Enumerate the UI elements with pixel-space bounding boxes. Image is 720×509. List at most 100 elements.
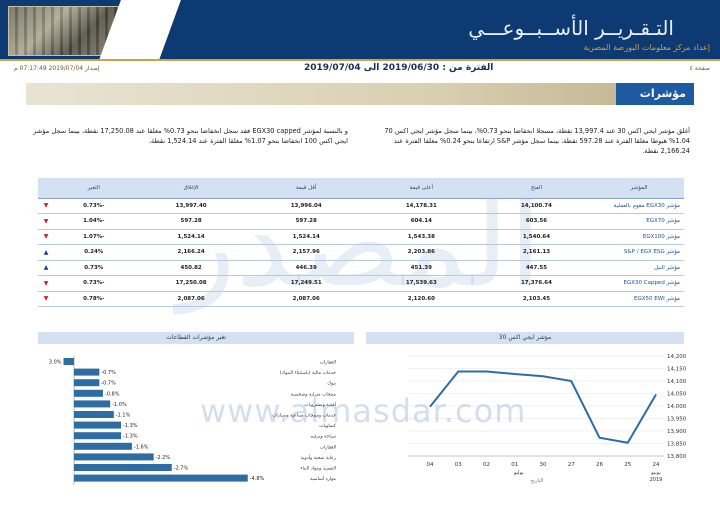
bar-value-label: -1.3% [123,434,138,440]
x-tick-label: 27 [568,462,575,468]
x-tick-label: 02 [483,462,490,468]
high-cell: 17,539.63 [363,275,479,292]
y-tick-label: 14,050 [667,392,687,398]
high-cell: 604.14 [363,213,479,230]
sector-bar [74,400,111,408]
low-cell: 1,524.14 [248,229,364,245]
sector-category-label: سياحة وترفيه [311,435,337,440]
y-tick-label: 13,850 [667,442,687,448]
close-cell: 2,166.24 [133,244,249,261]
x-tick-label: 24 [653,462,660,468]
section-number: 1. [634,109,686,122]
bar-value-label: -0.7% [101,381,116,387]
x-tick-label: 01 [511,462,518,468]
bar-value-label: -1.6% [134,444,149,450]
col-open: الفتح [478,178,594,199]
x-year-label: 2019 [650,477,663,483]
sector-category-label: الغقارات [320,445,336,450]
open-cell: 603.56 [478,213,594,230]
y-tick-label: 14,200 [667,354,687,360]
high-cell: 451.39 [363,260,479,276]
header-rule [0,59,720,61]
sector-bar-chart: 3.0% العقارات -0.7% خدمات مالية (باستثناء ا… [49,356,337,486]
table-row: مؤشر EGX30 Capped 17,376.64 17,539.63 17,24… [38,275,684,292]
bar-chart-panel-title: تغير مؤشرات القطاعات [38,332,354,344]
low-cell: 2,087.06 [248,291,364,307]
sector-category-label: أغذية ومشروبات [304,401,337,408]
table-row: مؤشر S&P / EGX ESG 2,161.13 2,203.86 2,157.… [38,244,684,261]
y-tick-label: 13,950 [667,417,687,423]
change-cell: -0.73% [54,198,134,214]
sector-bar [74,432,122,440]
index-name-cell: مؤشر EGX30 مقوم بالعملية [594,198,684,214]
down-arrow-icon: ▼ [38,275,54,292]
low-cell: 17,249.51 [248,275,364,292]
high-cell: 1,543.38 [363,229,479,245]
x-tick-label: 26 [596,462,603,468]
change-cell: 0.24% [54,244,134,261]
sector-category-label: بنوك [327,382,336,387]
issue-timestamp: إصدار 2019/07/04 07:17:49 م [14,65,100,72]
high-cell: 2,203.86 [363,244,479,261]
y-tick-label: 13,900 [667,429,687,435]
change-cell: -0.78% [54,291,134,307]
up-arrow-icon: ▲ [38,260,54,276]
summary-paragraph-right: أغلق مؤشر ايجي اكس 30 عند 13,997.4 نقطة،… [384,127,690,155]
bar-value-label: 3.0% [49,360,62,366]
up-arrow-icon: ▲ [38,244,54,261]
x-tick-label: 25 [624,462,631,468]
index-name-cell: مؤشر EGX70 [594,213,684,230]
x-tick-label: 03 [455,462,462,468]
page-number: صفحة ٤ [689,65,710,72]
egx30-line-chart: 14,200 14,150 14,100 14,050 14,000 13,950 13,9… [408,354,687,484]
index-name-cell: مؤشر S&P / EGX ESG [594,244,684,261]
col-change: التغير [54,178,134,199]
section-header: مؤشرات السوق 1. [26,83,694,122]
sector-bar [74,379,100,387]
summary-paragraph-left: و بالنسبة لمؤشر EGX30 capped فقد سجل انخ… [33,127,348,145]
table-row: مؤشر EGX70 603.56 604.14 597.28 597.28 -1.04%… [38,213,684,230]
bar-value-label: -0.7% [101,370,116,376]
watermark-url: www.almasdar.com [200,392,527,430]
index-name-cell: مؤشر EGX30 Capped [594,275,684,292]
bar-value-label: -2.7% [174,466,189,472]
bar-value-label: -2.2% [156,455,171,461]
y-tick-label: 14,000 [667,404,687,410]
table-row: مؤشر EGX50 EWI 2,103.45 2,120.60 2,087.06 2,… [38,291,684,307]
col-index: المؤشر [594,178,684,199]
high-cell: 14,178.31 [363,198,479,214]
sector-category-label: خدمات مالية (باستثناء البنوك) [280,370,337,376]
indices-table: المؤشر الفتح أعلى قيمة أقل قيمة الإغلاق … [38,178,684,307]
index-name-cell: مؤشر EGX100 [594,229,684,245]
x-tick-label: 30 [540,462,547,468]
change-cell: -0.73% [54,275,134,292]
close-cell: 1,524.14 [133,229,249,245]
open-cell: 447.55 [478,260,594,276]
section-title: مؤشرات السوق [639,87,686,122]
sector-bar [74,474,248,482]
bar-value-label: -1.1% [116,413,131,419]
low-cell: 13,996.04 [248,198,364,214]
index-name-cell: مؤشر EGX50 EWI [594,291,684,307]
table-row: مؤشر EGX30 مقوم بالعملية 14,100.74 14,178.… [38,198,684,214]
change-cell: -1.04% [54,213,134,230]
change-cell: 0.73% [54,260,134,276]
low-cell: 446.39 [248,260,364,276]
down-arrow-icon: ▼ [38,291,54,307]
section-title-badge: مؤشرات السوق 1. [616,83,694,122]
sector-bar [74,453,154,461]
open-cell: 14,100.74 [478,198,594,214]
open-cell: 2,161.13 [478,244,594,261]
y-tick-label: 14,100 [667,379,687,385]
col-high: أعلى قيمة [363,178,479,199]
sector-bar [74,389,103,397]
y-tick-label: 13,800 [667,454,687,460]
bar-value-label: -4.8% [250,476,265,482]
sector-bar [74,442,132,450]
x-tick-label: 04 [427,462,434,468]
report-title: التـقـريــر الأســبــوعـــي [468,16,674,40]
open-cell: 17,376.64 [478,275,594,292]
sector-bar [63,358,74,365]
close-cell: 597.28 [133,213,249,230]
open-cell: 1,540.64 [478,229,594,245]
